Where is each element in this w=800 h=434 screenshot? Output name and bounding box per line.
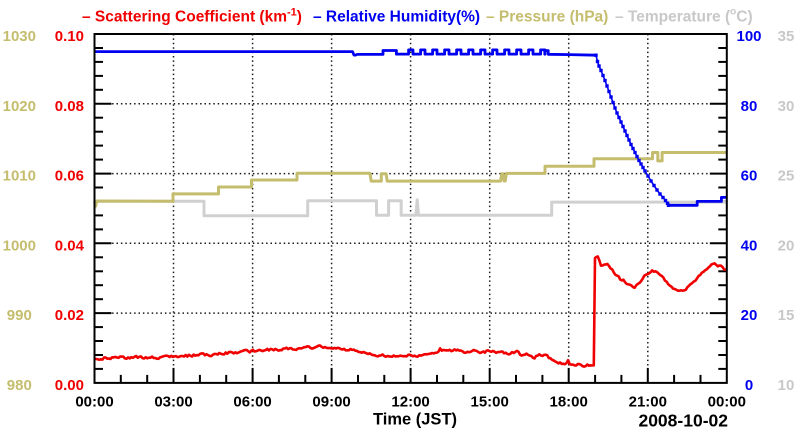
svg-text:0.06: 0.06 bbox=[55, 168, 84, 185]
svg-text:0.02: 0.02 bbox=[55, 307, 84, 324]
svg-text:100: 100 bbox=[736, 28, 761, 45]
svg-text:– Relative Humidity(%): – Relative Humidity(%) bbox=[313, 9, 480, 26]
svg-text:25: 25 bbox=[778, 168, 795, 185]
svg-text:2008-10-02: 2008-10-02 bbox=[638, 411, 728, 431]
svg-text:1020: 1020 bbox=[3, 98, 36, 115]
svg-text:09:00: 09:00 bbox=[312, 394, 350, 411]
svg-text:0.10: 0.10 bbox=[55, 28, 84, 45]
svg-text:– Scattering Coefficient (km-1: – Scattering Coefficient (km-1) bbox=[82, 7, 302, 26]
svg-text:20: 20 bbox=[741, 307, 758, 324]
svg-text:15:00: 15:00 bbox=[471, 394, 509, 411]
svg-text:1030: 1030 bbox=[3, 28, 36, 45]
svg-text:0.00: 0.00 bbox=[55, 377, 84, 394]
svg-text:18:00: 18:00 bbox=[550, 394, 588, 411]
svg-text:60: 60 bbox=[741, 168, 758, 185]
svg-text:– Pressure (hPa): – Pressure (hPa) bbox=[486, 9, 608, 26]
svg-text:00:00: 00:00 bbox=[75, 394, 113, 411]
svg-text:12:00: 12:00 bbox=[391, 394, 429, 411]
svg-text:40: 40 bbox=[741, 237, 758, 254]
svg-text:06:00: 06:00 bbox=[233, 394, 271, 411]
svg-text:80: 80 bbox=[741, 98, 758, 115]
svg-text:35: 35 bbox=[778, 28, 795, 45]
svg-text:980: 980 bbox=[7, 377, 32, 394]
svg-text:1000: 1000 bbox=[3, 237, 36, 254]
svg-text:21:00: 21:00 bbox=[629, 394, 667, 411]
svg-text:– Temperature (oC): – Temperature (oC) bbox=[615, 7, 753, 26]
svg-text:990: 990 bbox=[7, 307, 32, 324]
svg-text:03:00: 03:00 bbox=[154, 394, 192, 411]
svg-text:0: 0 bbox=[745, 377, 753, 394]
svg-text:1010: 1010 bbox=[3, 168, 36, 185]
svg-text:15: 15 bbox=[778, 307, 795, 324]
svg-text:10: 10 bbox=[778, 377, 795, 394]
svg-text:0.08: 0.08 bbox=[55, 98, 84, 115]
svg-text:30: 30 bbox=[778, 98, 795, 115]
svg-text:0.04: 0.04 bbox=[55, 237, 85, 254]
svg-text:00:00: 00:00 bbox=[708, 394, 746, 411]
svg-text:Time (JST): Time (JST) bbox=[373, 411, 457, 429]
svg-text:20: 20 bbox=[778, 237, 795, 254]
